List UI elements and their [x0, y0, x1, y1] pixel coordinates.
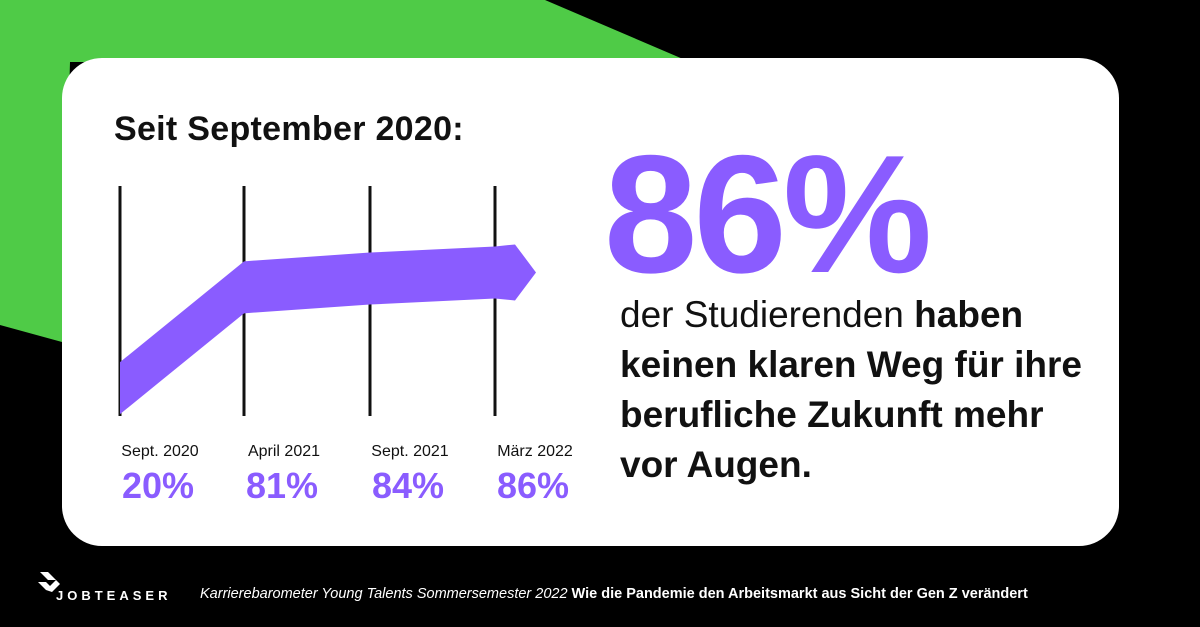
trend-band — [120, 244, 536, 415]
highlight-percentage: 86% — [604, 120, 932, 308]
statement-regular: der Studierenden — [620, 294, 915, 335]
content-card: Seit September 2020: Sept. 2020 20% April … — [62, 58, 1119, 546]
source-title: Karrierebarometer Young Talents Sommerse… — [200, 586, 568, 602]
value-label-3: 86% — [497, 465, 569, 506]
jobteaser-logo-text: JOBTEASER — [56, 588, 172, 603]
highlight-statement: der Studierenden haben keinen klaren Weg… — [620, 290, 1100, 490]
footer: JOBTEASER Karrierebarometer Young Talent… — [36, 566, 1176, 610]
category-label-2: Sept. 2021 — [371, 443, 449, 460]
value-label-0: 20% — [122, 465, 194, 506]
category-label-3: März 2022 — [497, 443, 573, 460]
source-citation: Karrierebarometer Young Talents Sommerse… — [200, 586, 1028, 602]
source-subtitle: Wie die Pandemie den Arbeitsmarkt aus Si… — [567, 586, 1028, 602]
value-label-2: 84% — [372, 465, 444, 506]
statement-bold: haben keinen klaren Weg für ihre berufli… — [620, 294, 1082, 485]
trend-chart: Sept. 2020 20% April 2021 81% Sept. 2021 84% M… — [118, 186, 573, 506]
jobteaser-logo-icon — [38, 572, 60, 592]
category-label-1: April 2021 — [248, 443, 320, 460]
chart-title: Seit September 2020: — [114, 110, 464, 148]
category-label-0: Sept. 2020 — [121, 443, 199, 460]
value-label-1: 81% — [246, 465, 318, 506]
